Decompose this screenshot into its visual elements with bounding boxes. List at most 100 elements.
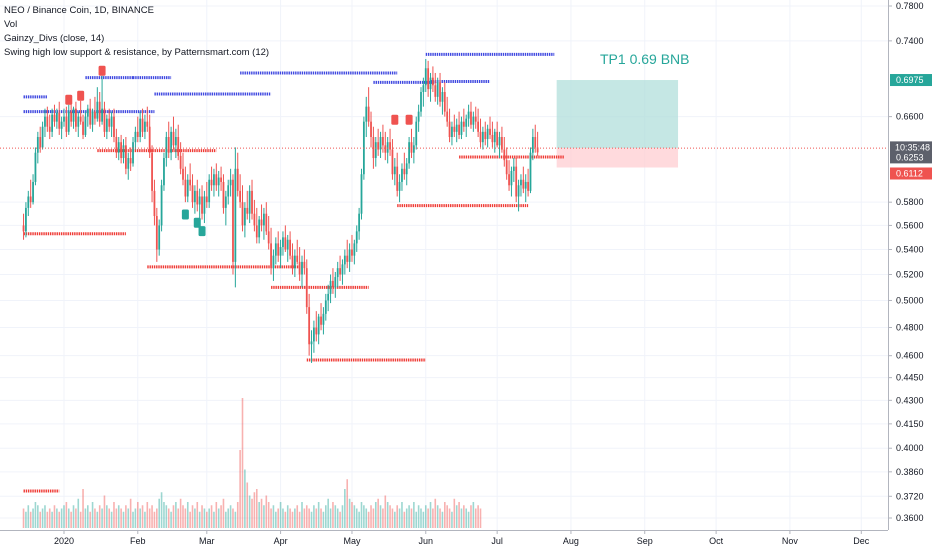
volume-bar xyxy=(451,511,453,528)
candle-body xyxy=(436,82,439,97)
price-tick-label: 0.4150 xyxy=(896,419,924,429)
indicator-legend-swing[interactable]: Swing high low support & resistance, by … xyxy=(4,47,270,58)
candle-body xyxy=(398,181,401,191)
candle-body xyxy=(158,225,161,250)
volume-bar xyxy=(455,505,458,528)
candle-body xyxy=(484,131,487,140)
candle-body xyxy=(201,196,203,214)
candle-body xyxy=(203,196,206,214)
volume-bar xyxy=(372,508,375,528)
candle-body xyxy=(29,196,32,203)
candle-body xyxy=(60,121,63,129)
volume-bar xyxy=(53,505,56,528)
candle-body xyxy=(322,313,325,325)
volume-bar xyxy=(382,508,384,528)
candle-body xyxy=(536,147,539,153)
candle-body xyxy=(229,179,232,186)
price-tick-label: 0.7800 xyxy=(896,1,924,11)
candle-body xyxy=(384,145,387,153)
volume-bar xyxy=(194,508,196,528)
candle-body xyxy=(346,255,349,262)
bullish-signal-marker xyxy=(198,226,206,237)
volume-bar xyxy=(279,502,282,528)
time-axis-bg xyxy=(0,530,888,550)
volume-bar xyxy=(139,508,141,528)
volume-bar xyxy=(34,502,37,528)
volume-bar xyxy=(87,505,89,528)
candle-body xyxy=(79,116,82,122)
candle-body xyxy=(151,152,153,191)
volume-bar xyxy=(46,511,49,528)
volume-bar xyxy=(410,508,413,528)
volume-bar xyxy=(325,505,327,528)
volume-bar xyxy=(427,508,429,528)
symbol-title[interactable]: NEO / Binance Coin, 1D, BINANCE xyxy=(4,5,154,16)
volume-bar xyxy=(303,508,306,528)
volume-bar xyxy=(60,508,63,528)
indicator-legend-divs[interactable]: Gainzy_Divs (close, 14) xyxy=(4,33,105,44)
candle-body xyxy=(462,121,465,127)
candle-body xyxy=(163,158,165,186)
price-label-text: 0.6253 xyxy=(896,152,924,162)
candle-body xyxy=(165,136,168,159)
candle-body xyxy=(234,168,237,262)
candle-body xyxy=(439,82,441,102)
volume-bar xyxy=(439,508,441,528)
volume-bar xyxy=(344,489,346,528)
volume-bar xyxy=(77,498,80,528)
volume-bar xyxy=(460,508,463,528)
candle-body xyxy=(53,114,56,122)
volume-bar xyxy=(467,511,470,528)
time-axis[interactable]: 2020 Feb Mar Apr May Jun Jul Aug Sep Oct Nov Dec xyxy=(0,530,888,550)
candle-body xyxy=(179,155,182,169)
candle-body xyxy=(67,111,70,132)
candle-body xyxy=(386,142,389,153)
candle-body xyxy=(263,213,265,226)
volume-bar xyxy=(244,469,246,528)
candle-body xyxy=(77,116,80,127)
volume-bar xyxy=(227,508,230,528)
volume-bar xyxy=(389,505,391,528)
volume-bar xyxy=(408,505,410,528)
bullish-signal-marker xyxy=(181,209,189,220)
volume-bar xyxy=(84,508,87,528)
price-tick-label: 0.4450 xyxy=(896,373,924,383)
candle-body xyxy=(308,307,311,345)
volume-bar xyxy=(203,508,206,528)
volume-bar xyxy=(179,498,182,528)
volume-bar xyxy=(120,508,122,528)
position-zones[interactable] xyxy=(556,80,679,168)
candle-body xyxy=(65,116,68,132)
candle-body xyxy=(298,261,301,275)
volume-bar xyxy=(479,508,482,528)
candle-body xyxy=(55,112,58,122)
volume-bar xyxy=(263,505,265,528)
candle-body xyxy=(341,264,344,275)
candle-body xyxy=(177,136,180,156)
volume-bar xyxy=(253,492,256,528)
candle-body xyxy=(32,181,34,203)
volume-bar xyxy=(405,508,408,528)
candle-body xyxy=(272,255,275,269)
time-tick-label: Sep xyxy=(637,536,653,546)
volume-legend[interactable]: Vol xyxy=(4,19,18,30)
price-axis[interactable]: 0.7800 0.7400 0.6600 0.5800 0.5600 0.5400 0.52… xyxy=(888,0,932,550)
candle-body xyxy=(105,118,108,132)
candle-body xyxy=(508,174,510,186)
candle-body xyxy=(113,116,115,137)
volume-bar xyxy=(289,508,291,528)
candle-body xyxy=(25,207,27,232)
volume-bar xyxy=(386,502,389,528)
candle-body xyxy=(224,196,227,208)
volume-bar xyxy=(270,508,272,528)
candle-body xyxy=(270,243,272,269)
bearish-signal-marker xyxy=(391,114,399,125)
price-tick-label: 0.3860 xyxy=(896,467,924,477)
candle-body xyxy=(279,247,282,256)
candle-body xyxy=(41,126,44,148)
candle-body xyxy=(329,280,332,294)
volume-bar xyxy=(434,498,437,528)
candle-body xyxy=(415,121,418,146)
candle-body xyxy=(217,177,220,186)
